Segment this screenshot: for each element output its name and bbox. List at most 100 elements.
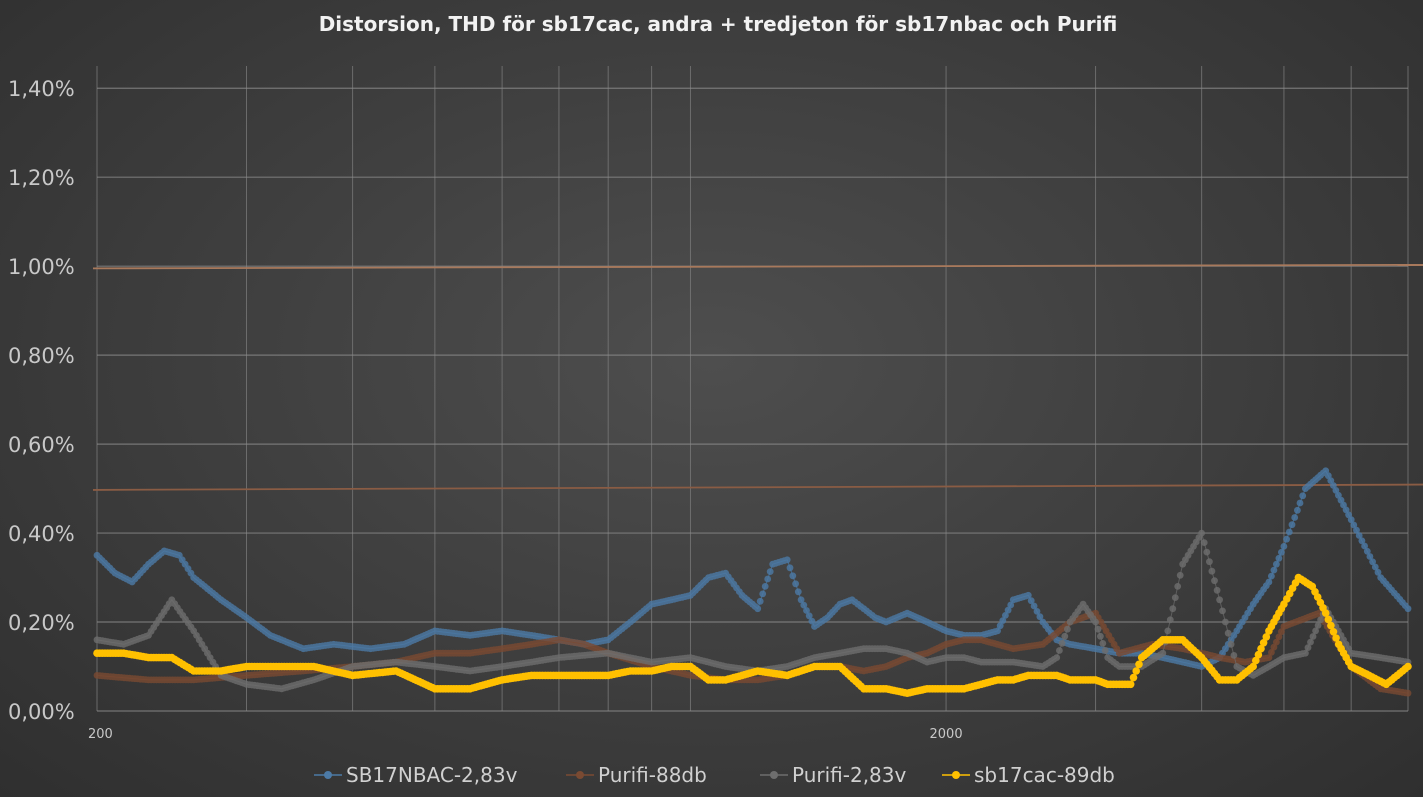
data-point [1203,548,1211,556]
data-point [1099,640,1107,647]
legend-item-3: sb17cac-89db [942,763,1115,787]
x-tick-label: 2000 [930,727,963,742]
data-point [759,590,767,598]
legend-item-1: Purifi-88db [566,763,707,787]
data-point [805,612,813,620]
data-point [1024,591,1032,599]
data-point [1273,560,1280,568]
y-tick-label: 0,20% [8,611,75,635]
legend-item-2: Purifi-2,83v [760,763,907,787]
data-point [1268,649,1275,656]
data-point [1327,621,1335,630]
data-point [1061,632,1069,640]
x-axis-ticks: 200 2000 [88,727,963,742]
data-point [1033,608,1041,615]
data-point [1361,542,1368,550]
data-point [1366,553,1374,560]
data-point [1347,516,1355,524]
data-point [1404,689,1412,697]
y-tick-label: 0,40% [8,522,75,546]
data-point [1302,649,1309,657]
data-point [1252,656,1260,665]
data-point [1002,612,1009,619]
legend-label: sb17cac-89db [974,763,1115,787]
data-point [1254,650,1263,659]
data-point [1355,532,1363,539]
data-point [1094,625,1102,633]
data-point [1278,548,1285,556]
data-point [1211,577,1218,585]
legend-swatch-marker [770,771,778,779]
data-point [1222,618,1229,626]
data-point [1371,563,1379,571]
data-point [1213,586,1221,594]
data-point [808,617,816,625]
data-point [1166,616,1174,624]
data-point [1058,640,1066,647]
data-point [1294,506,1301,514]
data-point [1329,628,1338,636]
y-tick-label: 1,40% [8,77,75,101]
data-point [1278,628,1285,636]
gridlines [96,66,1409,712]
data-point [1280,543,1288,550]
data-point [1159,649,1167,657]
data-point [1227,640,1235,648]
data-point [756,597,764,605]
data-point [1273,638,1280,646]
data-point [1317,616,1324,624]
data-point [1036,613,1044,621]
data-point [1309,633,1317,640]
y-tick-label: 1,00% [8,255,75,279]
data-point [1314,622,1322,629]
series-3 [93,573,1412,697]
data-point [1404,605,1412,613]
data-point [1171,594,1179,601]
series-markers [93,467,1412,670]
data-point [1249,662,1257,671]
data-point [1312,627,1319,635]
data-point [1275,554,1283,562]
data-point [1198,529,1205,537]
y-tick-label: 0,80% [8,344,75,368]
legend: SB17NBAC-2,83v Purifi-88db Purifi-2,83v sb1… [314,763,1115,787]
y-tick-label: 0,00% [8,700,75,724]
data-point [1270,566,1278,574]
reference-line [92,263,1423,270]
legend-item-0: SB17NBAC-2,83v [314,763,518,787]
data-point [1135,660,1143,669]
y-tick-label: 1,20% [8,166,75,190]
data-point [783,556,791,564]
data-point [800,601,808,609]
data-point [1374,568,1382,576]
data-point [1224,629,1232,637]
data-point [1404,662,1412,671]
data-point [1169,605,1177,613]
data-point [1216,596,1223,604]
data-point [766,568,774,575]
data-point [1265,578,1273,586]
data-point [1126,680,1135,689]
data-point [1363,547,1371,555]
data-point [797,596,805,604]
x-tick-label: 200 [88,727,113,742]
data-point [1369,558,1376,566]
data-point [789,572,797,580]
data-point [1164,627,1172,635]
data-point [761,583,769,590]
data-point [1358,537,1366,545]
data-point [1353,526,1360,534]
data-point [1285,528,1293,536]
data-point [764,575,772,583]
data-point [1219,607,1226,615]
data-point [794,588,802,596]
legend-swatch-marker [952,771,960,779]
data-point [1307,638,1314,646]
legend-swatch-marker [324,771,332,779]
data-point [1291,514,1299,521]
data-point [996,622,1004,630]
data-point [1092,618,1099,626]
data-point [803,607,810,614]
data-point [1262,633,1271,641]
legend-swatch-marker [576,771,584,779]
